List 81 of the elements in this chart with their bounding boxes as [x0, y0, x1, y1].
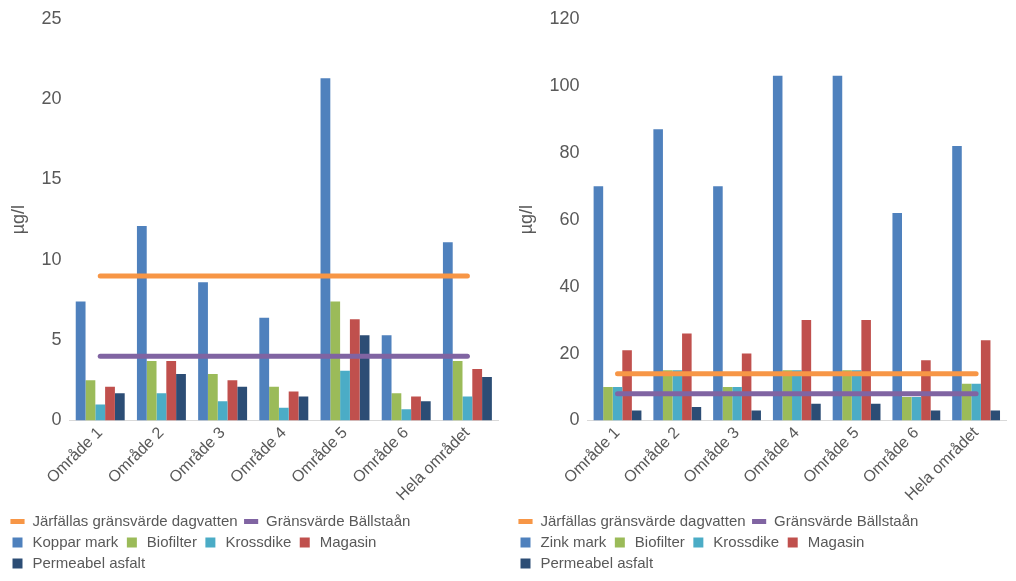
bar	[401, 409, 412, 421]
bar	[114, 393, 125, 421]
bar	[811, 403, 821, 421]
legend-label: Zink mark	[540, 532, 607, 550]
bar	[146, 361, 157, 421]
legend-label: Biofilter	[634, 532, 685, 550]
y-tick-label: 10	[41, 248, 62, 269]
y-tick-label: 120	[549, 7, 580, 28]
bar	[971, 383, 981, 421]
bar	[980, 340, 991, 421]
bar	[713, 186, 723, 421]
bar	[892, 212, 903, 421]
y-tick-label: 0	[569, 409, 580, 430]
bar	[166, 361, 177, 421]
bar	[85, 380, 96, 421]
bar	[832, 75, 843, 421]
legend-label: Krossdike	[713, 532, 780, 550]
bar	[207, 373, 218, 421]
y-tick-label: 0	[51, 409, 62, 430]
bar	[349, 319, 360, 421]
y-tick-label: 60	[559, 208, 580, 229]
bar	[772, 75, 783, 421]
y-tick-label: 25	[41, 7, 62, 28]
bar	[95, 404, 106, 421]
bar	[237, 386, 248, 421]
legend-label: Krossdike	[225, 532, 292, 550]
bar	[136, 226, 147, 421]
legend-label: Permeabel asfalt	[32, 553, 146, 571]
bar	[227, 380, 238, 421]
bar	[330, 301, 341, 421]
bar	[105, 386, 115, 421]
y-axis-title: µg/l	[515, 204, 536, 235]
legend-label: Järfällas gränsvärde dagvatten	[32, 511, 238, 529]
bar	[990, 410, 1001, 421]
bar	[176, 373, 186, 421]
bar	[442, 242, 453, 421]
y-axis-title: µg/l	[7, 204, 28, 235]
legend-label: Järfällas gränsvärde dagvatten	[540, 511, 746, 529]
bar	[462, 396, 473, 421]
bar	[269, 386, 279, 421]
bar	[75, 301, 86, 421]
y-tick-label: 80	[559, 141, 580, 162]
legend-label: Gränsvärde Bällstaån	[266, 511, 411, 529]
y-tick-label: 40	[559, 275, 580, 296]
bar	[217, 401, 228, 421]
y-tick-label: 20	[559, 342, 580, 363]
bar	[411, 396, 421, 421]
bar	[930, 410, 941, 421]
y-tick-label: 15	[41, 168, 62, 189]
bar	[691, 407, 702, 421]
legend-label: Permeabel asfalt	[540, 553, 654, 571]
bar	[952, 146, 962, 421]
bar	[156, 393, 167, 421]
bar	[472, 369, 483, 421]
bar	[420, 401, 431, 421]
bar	[653, 129, 663, 421]
bar	[482, 377, 492, 421]
bar	[198, 282, 208, 421]
y-tick-label: 5	[51, 329, 62, 350]
bar	[861, 320, 871, 421]
bar	[381, 335, 392, 421]
legend-label: Biofilter	[146, 532, 197, 550]
bar	[751, 410, 761, 421]
bar	[631, 410, 642, 421]
y-tick-label: 20	[41, 88, 62, 109]
bar	[603, 387, 613, 421]
y-tick-label: 100	[549, 74, 580, 95]
bar	[298, 396, 309, 421]
legend-label: Gränsvärde Bällstaån	[774, 511, 919, 529]
legend-label: Koppar mark	[32, 532, 119, 550]
bar	[593, 186, 604, 421]
bar	[911, 397, 922, 421]
bar	[340, 370, 350, 421]
bar	[259, 317, 270, 421]
bar	[278, 407, 289, 421]
bar	[391, 393, 402, 421]
bar	[902, 397, 912, 421]
bar	[870, 403, 881, 421]
legend-label: Magasin	[319, 532, 377, 550]
legend-label: Magasin	[807, 532, 865, 550]
bar	[452, 361, 463, 421]
